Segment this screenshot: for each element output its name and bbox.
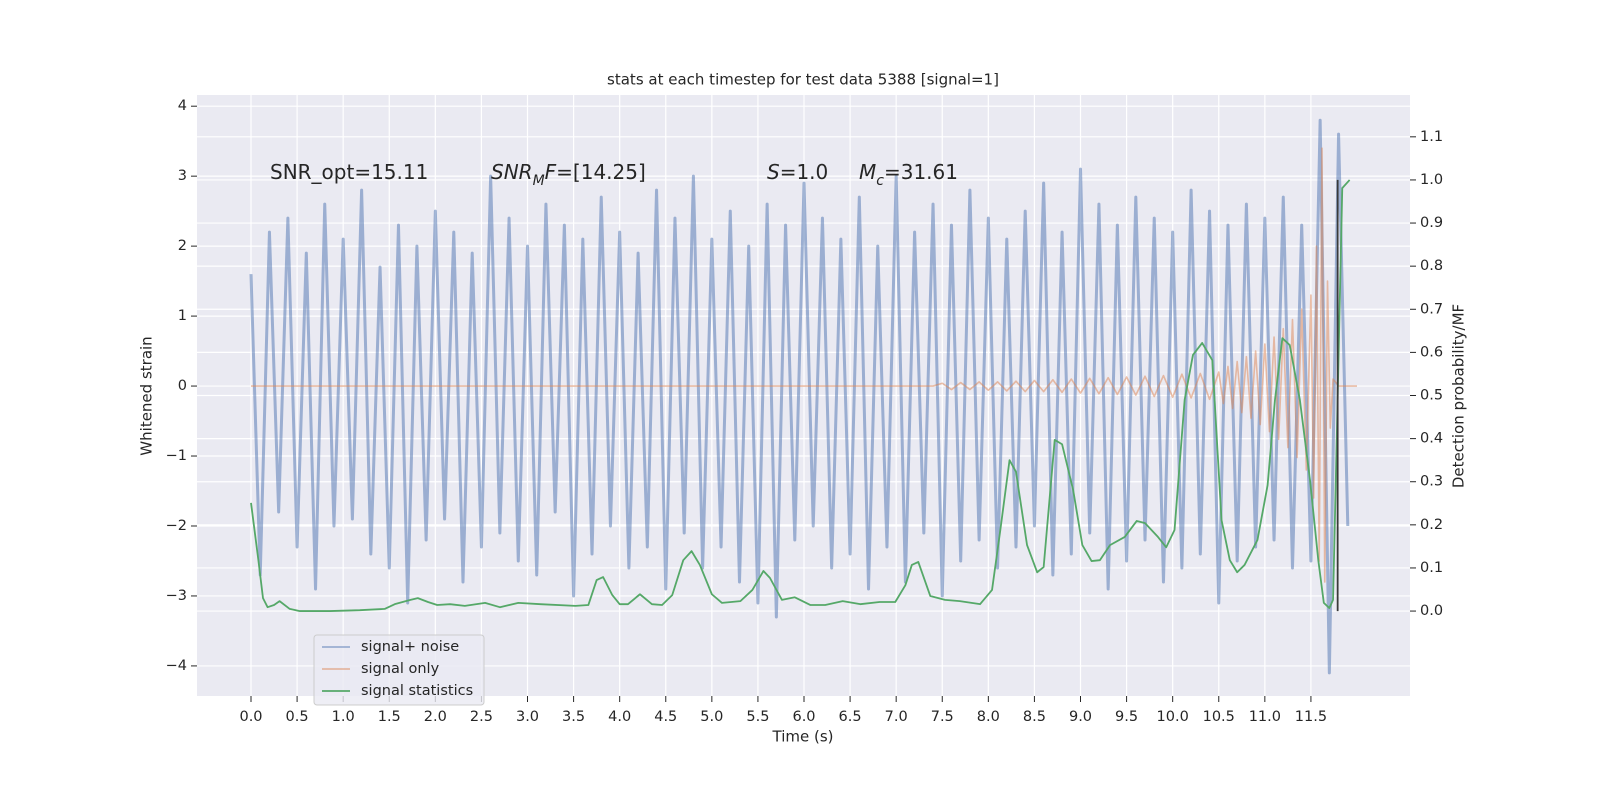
legend-box — [313, 634, 485, 706]
annotation: SNR_opt=15.11 — [270, 160, 428, 184]
x-tick-label: 8.0 — [977, 709, 1000, 725]
y2-tick-label: 0.8 — [1420, 258, 1443, 274]
legend-label: signal+ noise — [361, 639, 459, 655]
y-tick-label: −2 — [166, 518, 187, 534]
annotation: Mc=31.61 — [859, 160, 958, 190]
y2-tick-label: 0.2 — [1420, 517, 1443, 533]
x-tick-label: 10.5 — [1203, 709, 1235, 725]
annotation-part: SNR — [491, 160, 533, 184]
y2-tick-label: 0.7 — [1420, 301, 1443, 317]
x-tick-label: 0.5 — [286, 709, 309, 725]
x-axis-label: Time (s) — [772, 728, 834, 746]
y2-tick-label: 1.1 — [1420, 129, 1443, 145]
y2-axis-label: Detection probability/MF — [1450, 304, 1468, 488]
x-tick-label: 9.5 — [1115, 709, 1138, 725]
y-tick-label: 2 — [178, 238, 187, 254]
x-tick-label: 0.0 — [239, 709, 262, 725]
x-tick-label: 5.5 — [746, 709, 769, 725]
y-axis-label: Whitened strain — [138, 336, 156, 455]
y-tick-label: 3 — [178, 168, 187, 184]
x-tick-label: 8.5 — [1023, 709, 1046, 725]
annotation-part: S — [767, 160, 780, 184]
y2-tick-label: 0.5 — [1420, 388, 1443, 404]
x-tick-label: 11.0 — [1249, 709, 1281, 725]
x-tick-label: 10.0 — [1157, 709, 1189, 725]
annotation-part: =31.61 — [884, 160, 958, 184]
chart-title: stats at each timestep for test data 538… — [607, 71, 999, 89]
legend-label: signal statistics — [361, 683, 473, 699]
y-tick-label: 4 — [178, 98, 187, 114]
series-line — [250, 179, 1351, 612]
x-tick-label: 9.0 — [1069, 709, 1092, 725]
x-tick-label: 1.5 — [378, 709, 401, 725]
y2-tick-label: 0.4 — [1420, 431, 1443, 447]
series-line — [249, 118, 1350, 675]
x-tick-label: 4.0 — [608, 709, 631, 725]
y2-tick-label: 0.6 — [1420, 344, 1443, 360]
y-tick-label: −3 — [166, 588, 187, 604]
y2-tick-label: 0.3 — [1420, 474, 1443, 490]
x-tick-label: 7.5 — [931, 709, 954, 725]
x-tick-label: 3.0 — [516, 709, 539, 725]
x-tick-label: 6.0 — [792, 709, 815, 725]
annotation-part: M — [533, 173, 545, 189]
y-tick-label: −4 — [166, 658, 187, 674]
x-tick-label: 7.0 — [885, 709, 908, 725]
x-tick-label: 4.5 — [654, 709, 677, 725]
x-tick-label: 5.0 — [700, 709, 723, 725]
annotation-part: c — [876, 173, 884, 189]
annotation-part: =[14.25] — [556, 160, 646, 184]
legend-label: signal only — [361, 661, 440, 677]
axes: 0.0 0.5 1.0 1.5 2.0 2.5 3.0 3.5 4.0 4.5 5.0 5.5 6.0 6… — [166, 98, 1443, 725]
annotation-part: F — [545, 160, 557, 184]
annotation: SNRMF=[14.25] — [491, 160, 646, 190]
y2-tick-label: 0.9 — [1420, 215, 1443, 231]
x-tick-label: 1.0 — [332, 709, 355, 725]
annotation-part: SNR_opt=15.11 — [270, 160, 428, 184]
x-tick-label: 3.5 — [562, 709, 585, 725]
y2-tick-label: 0.1 — [1420, 560, 1443, 576]
y2-tick-label: 0.0 — [1420, 603, 1443, 619]
x-tick-label: 6.5 — [839, 709, 862, 725]
y2-tick-label: 1.0 — [1420, 172, 1443, 188]
series-line — [251, 147, 1357, 583]
annotation: S=1.0 — [767, 160, 828, 184]
annotation-part: =1.0 — [780, 160, 829, 184]
annotation-part: M — [859, 160, 876, 184]
x-tick-label: 11.5 — [1295, 709, 1327, 725]
legend: signal+ noise signal only signal statistic… — [313, 634, 485, 706]
y-tick-label: 1 — [178, 308, 187, 324]
x-tick-label: 2.0 — [424, 709, 447, 725]
plot — [249, 118, 1357, 675]
y-tick-label: −1 — [166, 448, 187, 464]
x-tick-label: 2.5 — [470, 709, 493, 725]
y-tick-label: 0 — [178, 378, 187, 394]
